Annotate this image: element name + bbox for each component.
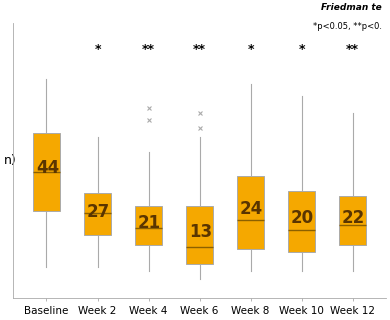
FancyBboxPatch shape	[186, 206, 213, 264]
Text: *: *	[298, 43, 305, 56]
FancyBboxPatch shape	[238, 176, 264, 250]
Text: **: **	[193, 43, 206, 56]
Text: 21: 21	[138, 214, 161, 232]
Text: Friedman te: Friedman te	[321, 3, 382, 12]
Text: 20: 20	[291, 210, 314, 228]
FancyBboxPatch shape	[84, 194, 111, 235]
Text: 44: 44	[36, 159, 59, 177]
FancyBboxPatch shape	[339, 196, 366, 244]
Text: *p<0.05, **p<0.: *p<0.05, **p<0.	[313, 22, 382, 31]
FancyBboxPatch shape	[33, 132, 60, 211]
Text: 27: 27	[87, 203, 110, 221]
Text: 13: 13	[189, 223, 212, 241]
Text: *: *	[94, 43, 101, 56]
FancyBboxPatch shape	[135, 206, 162, 244]
FancyBboxPatch shape	[288, 191, 315, 252]
Text: **: **	[142, 43, 155, 56]
Y-axis label: n): n)	[4, 154, 17, 167]
Text: *: *	[247, 43, 254, 56]
Text: 22: 22	[342, 209, 365, 227]
Text: **: **	[346, 43, 359, 56]
Text: 24: 24	[240, 200, 263, 218]
